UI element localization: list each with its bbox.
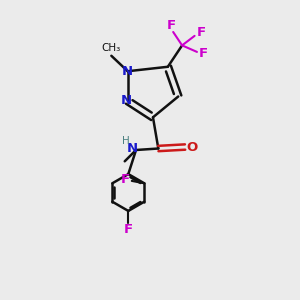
Text: F: F	[121, 173, 130, 186]
Text: N: N	[122, 65, 133, 78]
Text: O: O	[186, 140, 197, 154]
Text: F: F	[199, 47, 208, 60]
Text: F: F	[167, 19, 176, 32]
Text: CH₃: CH₃	[101, 43, 120, 53]
Text: H: H	[122, 136, 130, 146]
Text: F: F	[124, 224, 133, 236]
Text: F: F	[196, 26, 206, 39]
Text: N: N	[121, 94, 132, 107]
Text: N: N	[127, 142, 138, 155]
